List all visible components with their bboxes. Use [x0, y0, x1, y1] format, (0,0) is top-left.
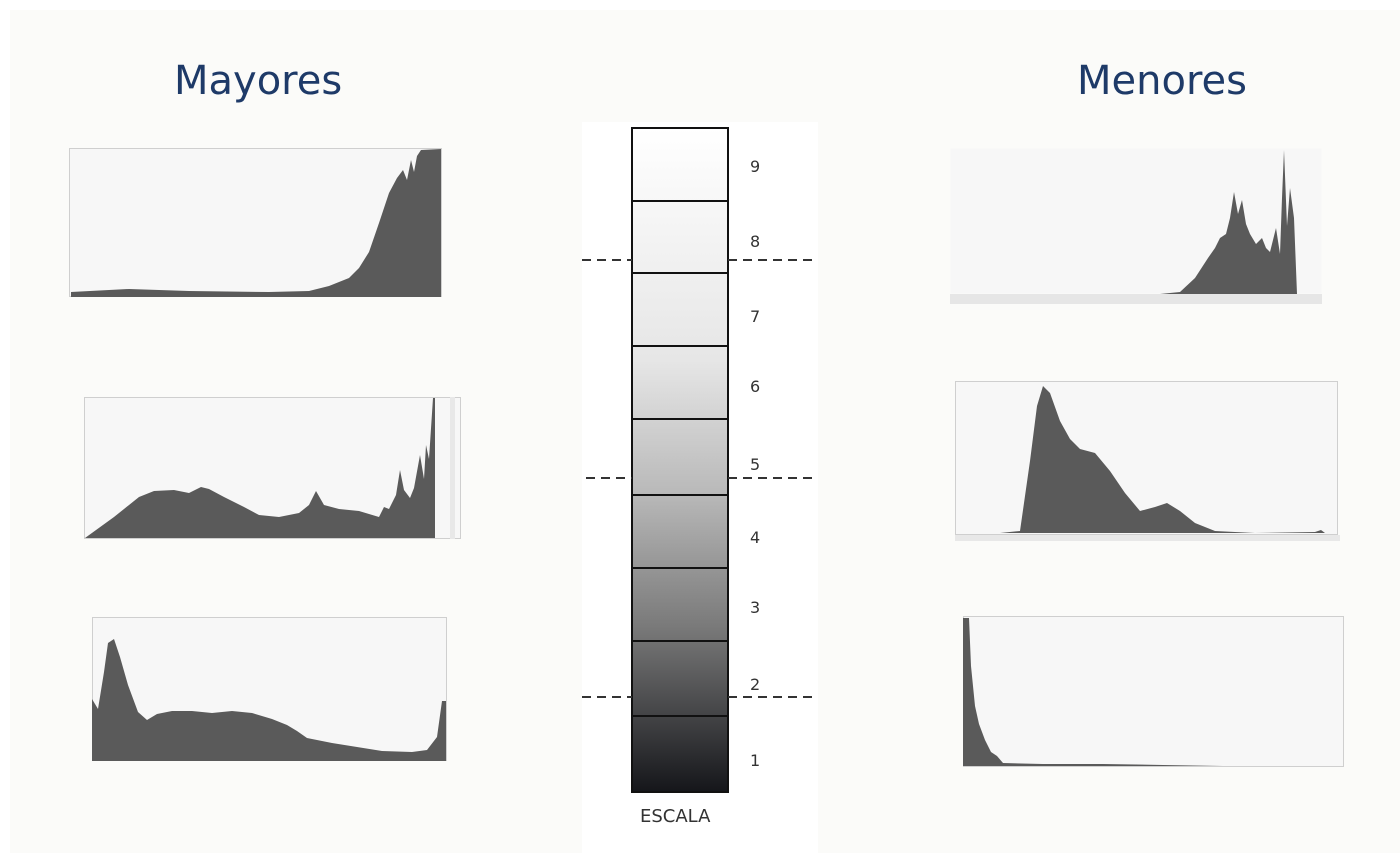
escala-step-8: 8	[750, 232, 760, 251]
escala-divisions	[632, 200, 728, 717]
escala-step-4: 4	[750, 528, 760, 547]
histogram-mayores-1	[69, 148, 443, 298]
escala-step-1: 1	[750, 751, 760, 770]
histogram-menores-2	[955, 381, 1340, 548]
escala-panel: 1 2 3 4 5 6 7 8 9 ESCALA	[582, 122, 818, 863]
escala-step-2: 2	[750, 675, 760, 694]
escala-step-5: 5	[750, 455, 760, 474]
escala-step-6: 6	[750, 377, 760, 396]
escala-step-9: 9	[750, 157, 760, 176]
escala-step-3: 3	[750, 598, 760, 617]
title-menores: Menores	[1077, 58, 1247, 104]
histogram-mayores-2	[84, 397, 462, 541]
title-mayores: Mayores	[174, 58, 343, 104]
slide: Mayores Menores	[10, 10, 1400, 863]
escala-bar	[631, 127, 729, 793]
histogram-menores-3	[963, 616, 1344, 768]
escala-caption: ESCALA	[640, 806, 711, 827]
histogram-mayores-3	[92, 617, 448, 762]
threshold-lines	[582, 259, 818, 698]
escala-step-7: 7	[750, 307, 760, 326]
histogram-menores-1	[950, 148, 1323, 305]
